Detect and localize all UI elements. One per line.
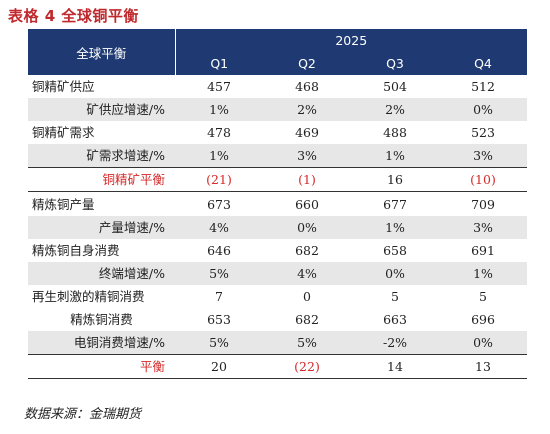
cell: 3% [439,144,527,168]
cell: 0% [439,331,527,355]
table-row: 铜精矿平衡 (21) (1) 16 (10) [28,167,527,192]
cell: 5% [263,331,351,355]
table-row: 精炼铜消费 653 682 663 696 [28,308,527,331]
cell: 0 [303,288,311,304]
cell: 512 [471,79,495,95]
table-row: 终端增速/% 5% 4% 0% 1% [28,261,527,285]
cell: 5% [175,331,263,355]
row-label: 电铜消费增速/% [28,331,175,355]
cell: 709 [439,191,527,216]
cell: 13 [439,354,527,380]
cell: 682 [295,242,319,258]
cell: 504 [383,79,407,95]
cell: 14 [351,354,439,380]
row-label: 产量增速/% [28,215,175,239]
cell: 677 [351,191,439,216]
row-label: 铜精矿供应 [32,79,95,95]
cell: 696 [471,311,495,327]
header-year: 2025 [175,29,527,52]
cell: 488 [383,125,407,141]
header-label: 全球平衡 [28,29,176,75]
row-label: 平衡 [28,354,175,380]
cell: 1% [175,98,263,122]
row-label: 精炼铜产量 [28,191,175,216]
table-row: 矿需求增速/% 1% 3% 1% 3% [28,144,527,168]
cell: 658 [383,242,407,258]
table-title: 表格 4 全球铜平衡 [8,7,139,25]
table-row: 精炼铜自身消费 646 682 658 691 [28,239,527,262]
cell: 1% [351,215,439,239]
cell: 653 [207,311,231,327]
row-label: 铜精矿需求 [32,125,95,141]
table-row: 矿供应增速/% 1% 2% 2% 0% [28,98,527,122]
cell: 1% [351,144,439,168]
cell: 457 [207,79,231,95]
cell: (21) [175,167,263,192]
cell: 469 [295,125,319,141]
table-row: 铜精矿供应 457 468 504 512 [28,75,527,98]
cell: 660 [263,191,351,216]
header-q2: Q2 [263,52,351,75]
table-row: 产量增速/% 4% 0% 1% 3% [28,215,527,239]
header-q3: Q3 [351,52,439,75]
table-row: 再生刺激的精铜消费 7 0 5 5 [28,285,527,308]
cell: (1) [263,167,351,192]
cell: 5 [479,288,487,304]
cell: -2% [351,331,439,355]
cell: 16 [351,167,439,192]
cell: 0% [351,261,439,285]
row-label: 矿供应增速/% [28,98,175,122]
cell: 0% [439,98,527,122]
cell: 1% [175,144,263,168]
cell: (22) [263,354,351,380]
cell: (10) [439,167,527,192]
table-row: 铜精矿需求 478 469 488 523 [28,121,527,144]
cell: 5 [391,288,399,304]
row-label: 精炼铜消费 [70,311,133,327]
cell: 468 [295,79,319,95]
row-label: 再生刺激的精铜消费 [32,288,145,304]
cell: 691 [471,242,495,258]
cell: 4% [175,215,263,239]
row-label: 矿需求增速/% [28,144,175,168]
cell: 478 [207,125,231,141]
table-row: 精炼铜产量 673 660 677 709 [28,191,527,216]
cell: 682 [295,311,319,327]
cell: 663 [383,311,407,327]
cell: 1% [439,261,527,285]
cell: 20 [175,354,263,380]
cell: 7 [215,288,223,304]
cell: 523 [471,125,495,141]
row-label: 铜精矿平衡 [28,167,175,192]
header-q1: Q1 [175,52,263,75]
cell: 2% [263,98,351,122]
cell: 4% [263,261,351,285]
cell: 673 [175,191,263,216]
header-q4: Q4 [439,52,527,75]
cell: 2% [351,98,439,122]
cell: 5% [175,261,263,285]
cell: 0% [263,215,351,239]
table-row: 平衡 20 (22) 14 13 [28,354,527,380]
cell: 3% [439,215,527,239]
row-label: 终端增速/% [28,261,175,285]
cell: 646 [207,242,231,258]
source-note: 数据来源：金瑞期货 [24,407,142,422]
copy-balance-table: 全球平衡 2025 Q1 Q2 Q3 Q4 铜精矿供应 457 468 504 … [28,29,527,380]
cell: 3% [263,144,351,168]
table-row: 电铜消费增速/% 5% 5% -2% 0% [28,331,527,355]
row-label: 精炼铜自身消费 [32,242,120,258]
